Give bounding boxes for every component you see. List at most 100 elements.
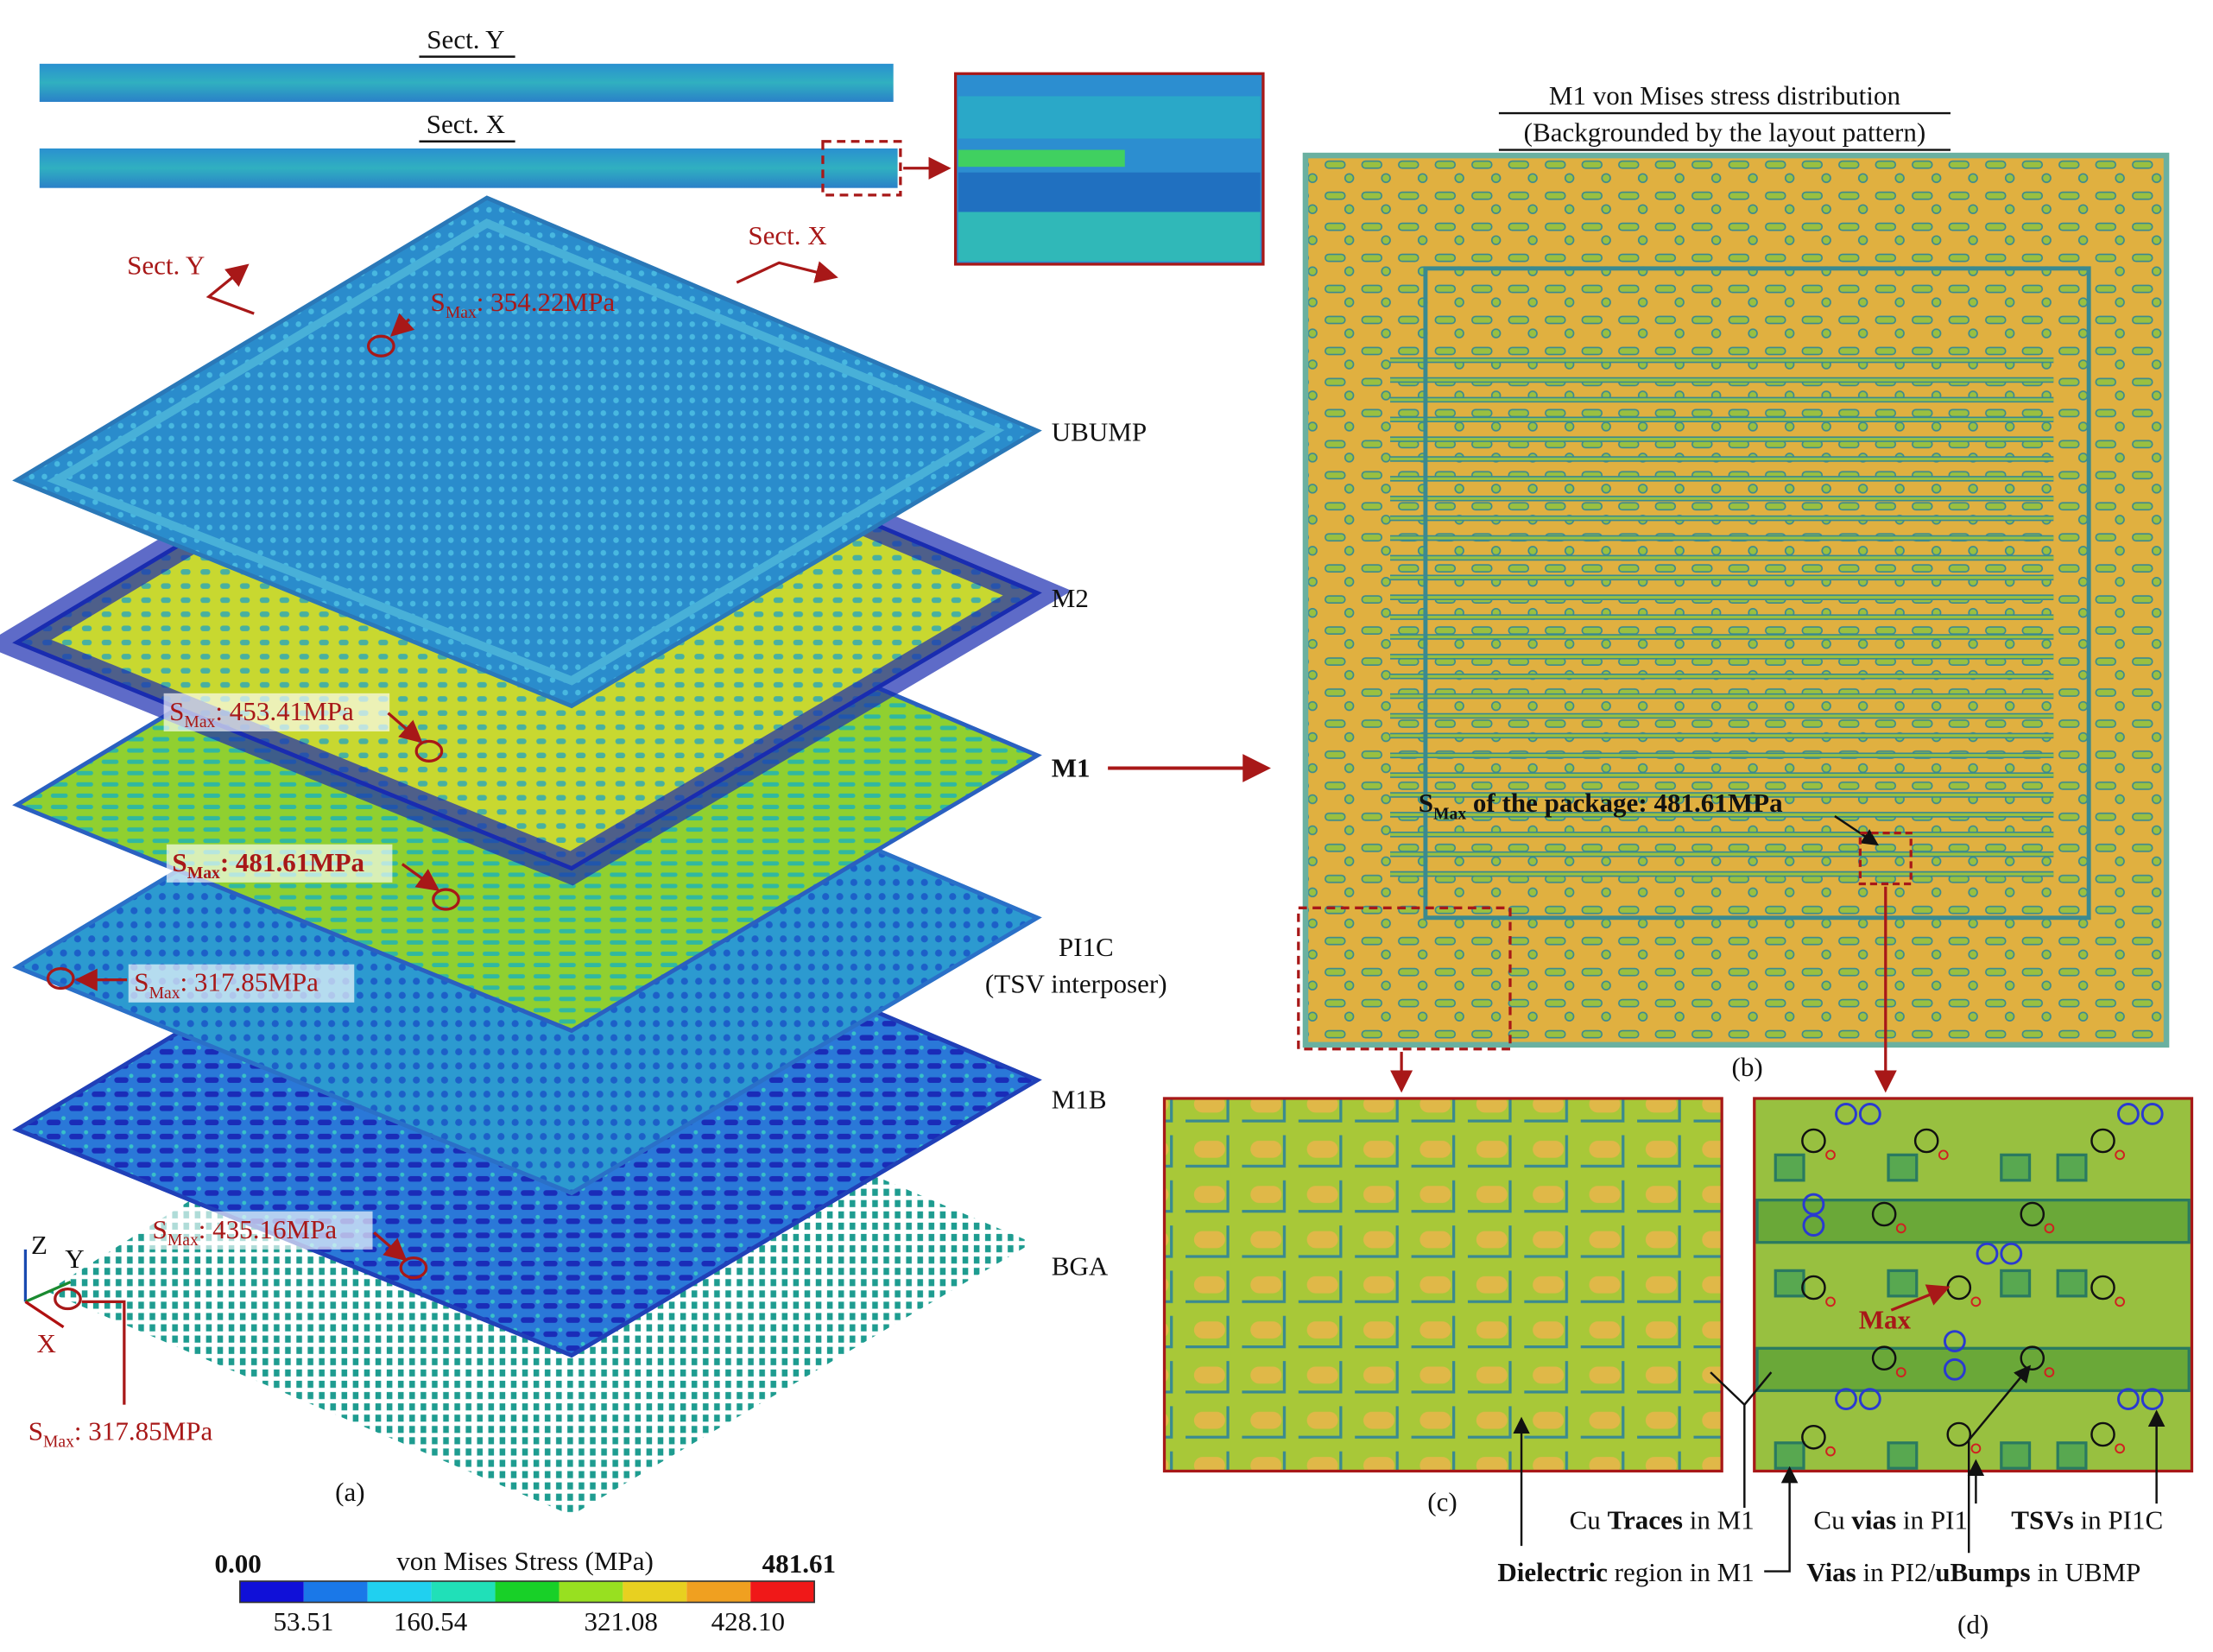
marker-circle bbox=[46, 966, 75, 991]
text: of the package: 481.61MPa bbox=[1466, 788, 1783, 818]
bump bbox=[2117, 1103, 2140, 1125]
marker-circle bbox=[399, 1256, 428, 1280]
via bbox=[2115, 1149, 2126, 1161]
s: S bbox=[169, 696, 184, 726]
callout-run: uBumps bbox=[1935, 1557, 2030, 1587]
bump bbox=[1858, 1103, 1881, 1125]
frame bbox=[1423, 266, 2091, 921]
text: : 453.41MPa bbox=[215, 696, 354, 726]
via bbox=[2044, 1223, 2055, 1234]
zoom-panel-c bbox=[1162, 1097, 1723, 1473]
max-annotation: SMax: 481.61MPa bbox=[172, 847, 364, 883]
s: S bbox=[153, 1214, 168, 1244]
colorbar-segment bbox=[495, 1580, 560, 1603]
section-arrow-label: Sect. X bbox=[748, 220, 826, 250]
callout-run: Dielectric bbox=[1497, 1557, 1608, 1587]
section-inset bbox=[953, 72, 1265, 266]
callout-run: in PI1C bbox=[2074, 1505, 2164, 1535]
arrow bbox=[389, 313, 415, 337]
pad bbox=[2000, 1441, 2032, 1470]
max-annotation: SMax: 354.22MPa bbox=[431, 287, 616, 322]
pad bbox=[1774, 1269, 1805, 1298]
section-arrow-label: Sect. Y bbox=[127, 250, 205, 280]
callout-run: in PI1 bbox=[1896, 1505, 1968, 1535]
section-strip bbox=[39, 63, 894, 102]
callout: Dielectric region in M1 bbox=[1497, 1557, 1754, 1587]
via bbox=[1938, 1149, 1949, 1161]
bump bbox=[2000, 1242, 2023, 1265]
panel-label: (d) bbox=[1957, 1609, 1989, 1639]
pad bbox=[2000, 1269, 2032, 1298]
via bbox=[1895, 1223, 1906, 1234]
panel-label: (a) bbox=[335, 1477, 364, 1507]
bump bbox=[1835, 1388, 1857, 1411]
via bbox=[2115, 1443, 2126, 1454]
colorbar-title: von Mises Stress (MPa) bbox=[396, 1546, 654, 1576]
axis-label: Z bbox=[31, 1230, 47, 1260]
pad bbox=[2000, 1153, 2032, 1182]
annotation-box bbox=[146, 1211, 373, 1250]
tsv bbox=[1801, 1275, 1826, 1301]
colorbar-frame bbox=[239, 1580, 815, 1604]
callout-run: Cu bbox=[1570, 1505, 1608, 1535]
trace-band bbox=[1755, 1199, 2191, 1244]
tsv bbox=[2090, 1275, 2115, 1301]
bump bbox=[1858, 1388, 1881, 1411]
via bbox=[1825, 1296, 1836, 1307]
s: S bbox=[172, 847, 187, 877]
colorbar-tick-label: 53.51 bbox=[274, 1606, 334, 1636]
callout-run: Traces bbox=[1608, 1505, 1683, 1535]
layer-label: M1 bbox=[1052, 752, 1091, 782]
max-annotation: SMax: 435.16MPa bbox=[153, 1214, 338, 1250]
tsv bbox=[2090, 1421, 2115, 1447]
callout: Vias in PI2/uBumps in UBMP bbox=[1806, 1557, 2140, 1587]
tsv bbox=[1871, 1345, 1897, 1371]
pad bbox=[1774, 1153, 1805, 1182]
callout-run: region in M1 bbox=[1608, 1557, 1755, 1587]
callout-run: Vias bbox=[1806, 1557, 1856, 1587]
marker-circle bbox=[432, 888, 460, 911]
layer-label: BGA bbox=[1052, 1250, 1109, 1281]
callout-run: in PI2/ bbox=[1856, 1557, 1936, 1587]
marker-circle bbox=[54, 1288, 82, 1311]
colorbar-tick-label: 160.54 bbox=[394, 1606, 468, 1636]
text: : 317.85MPa bbox=[180, 967, 319, 997]
via bbox=[1825, 1149, 1836, 1161]
tsv bbox=[1913, 1128, 1939, 1154]
layer-stack bbox=[0, 195, 1072, 1521]
bump bbox=[2140, 1388, 2164, 1411]
via bbox=[2044, 1367, 2055, 1377]
colorbar-tick-label: 321.08 bbox=[585, 1606, 658, 1636]
section-title: Sect. X bbox=[427, 109, 505, 139]
max-annotation: SMax of the package: 481.61MPa bbox=[1419, 788, 1783, 823]
max-annotation: SMax: 317.85MPa bbox=[134, 967, 319, 1003]
section-strip bbox=[39, 148, 898, 188]
callout: Cu Traces in M1 bbox=[1570, 1505, 1755, 1535]
bump bbox=[2140, 1103, 2164, 1125]
callout: TSVs in PI1C bbox=[2011, 1505, 2163, 1535]
s: S bbox=[28, 1416, 43, 1446]
sub: Max bbox=[184, 713, 215, 731]
callout-run: vias bbox=[1851, 1505, 1896, 1535]
colorbar-max: 481.61 bbox=[762, 1548, 836, 1579]
annotation-box bbox=[128, 964, 355, 1003]
arrow bbox=[373, 1231, 408, 1262]
colorbar-segment bbox=[367, 1580, 432, 1603]
pad bbox=[1887, 1269, 1919, 1298]
callout: Cu vias in PI1 bbox=[1813, 1505, 1968, 1535]
callout-lines bbox=[1513, 1364, 2166, 1573]
layer-label: M2 bbox=[1052, 583, 1089, 613]
via bbox=[1895, 1367, 1906, 1377]
trace-band bbox=[1755, 1346, 2191, 1392]
bump bbox=[1943, 1358, 1966, 1381]
layer bbox=[12, 195, 1042, 709]
tsv bbox=[1946, 1421, 1972, 1447]
callout-run: TSVs bbox=[2011, 1505, 2073, 1535]
arrow bbox=[205, 263, 255, 315]
text: : 435.16MPa bbox=[199, 1214, 338, 1244]
sub: Max bbox=[446, 304, 477, 322]
arrow bbox=[1834, 815, 1880, 846]
via bbox=[1970, 1296, 1982, 1307]
